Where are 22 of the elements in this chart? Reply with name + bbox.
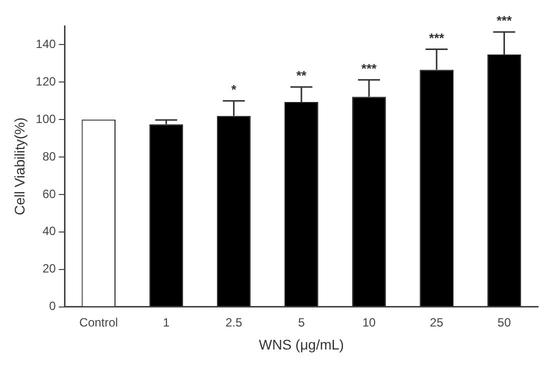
y-tick-label: 100 <box>36 112 56 126</box>
x-tick-label: 5 <box>298 315 306 330</box>
annotation: *** <box>361 60 378 76</box>
y-tick-label: 80 <box>42 149 56 164</box>
annotation: *** <box>429 30 446 46</box>
y-tick-label: 60 <box>42 186 56 201</box>
x-tick-label: 10 <box>362 315 376 330</box>
annotation: *** <box>496 13 513 28</box>
y-tick-label: 20 <box>42 262 56 276</box>
y-tick-label: 40 <box>42 224 56 238</box>
y-tick-label: 0 <box>49 299 56 314</box>
y-axis-title: Cell Viability(%) <box>11 118 28 216</box>
x-tick-label: 1 <box>162 315 170 330</box>
x-axis-title: WNS (μg/mL) <box>258 336 344 352</box>
x-tick-label: Control <box>79 315 118 330</box>
y-tick-label: 120 <box>36 74 56 88</box>
x-tick-label: 2.5 <box>225 315 242 330</box>
x-tick-label: 50 <box>498 315 512 330</box>
y-tick-label: 140 <box>36 37 56 52</box>
annotation: ** <box>296 68 308 84</box>
annotation: * <box>231 82 238 97</box>
x-tick-label: 25 <box>430 315 444 330</box>
